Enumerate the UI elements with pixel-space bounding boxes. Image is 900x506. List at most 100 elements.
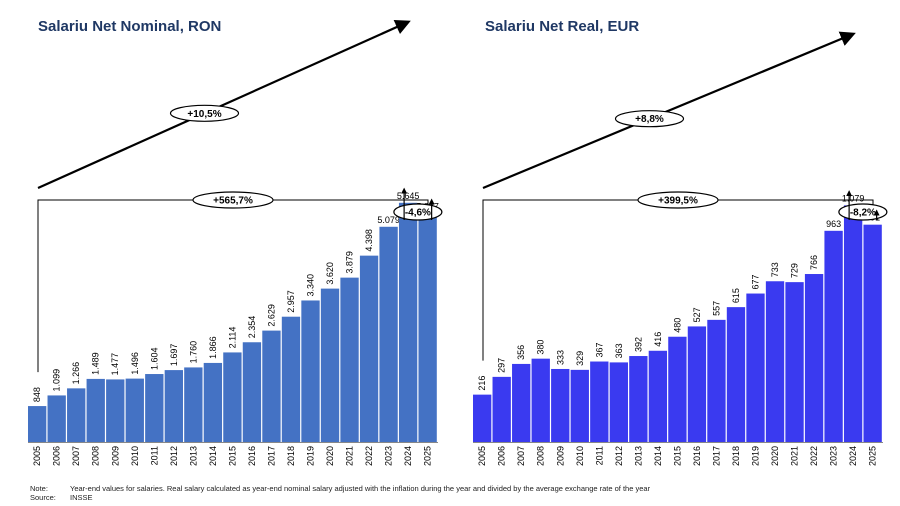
yoy-label: -8,2%: [850, 208, 876, 219]
trend-arrow: [482, 31, 856, 190]
source-label: Source:: [30, 493, 56, 502]
bar: [492, 376, 511, 442]
x-tick-label: 2007: [516, 446, 526, 466]
yoy-badge: [393, 203, 443, 221]
data-label: 677: [750, 275, 760, 290]
trend-label: +8,8%: [635, 114, 664, 125]
chart-title-nominal: Salariu Net Nominal, RON: [38, 18, 222, 35]
bar: [184, 367, 203, 442]
bar: [379, 226, 398, 442]
data-label: 1.266: [71, 362, 81, 385]
yoy-label: -4,6%: [405, 208, 431, 219]
data-label: 297: [497, 358, 507, 373]
bar: [843, 205, 863, 442]
bar: [473, 394, 492, 442]
bar: [531, 358, 550, 442]
x-tick-label: 2006: [497, 446, 507, 466]
total-growth-badge: [192, 191, 274, 209]
note-label: Note:: [30, 484, 48, 493]
x-tick-label: 2012: [614, 446, 624, 466]
bar: [398, 202, 418, 442]
bar: [804, 274, 824, 442]
x-tick-label: 2013: [633, 446, 643, 466]
data-label: 333: [555, 350, 565, 365]
x-tick-label: 2019: [305, 446, 315, 466]
data-label: 480: [672, 318, 682, 333]
bar: [223, 352, 242, 442]
bar: [262, 330, 281, 442]
data-label: 1.079: [842, 193, 865, 203]
bar: [86, 378, 105, 442]
note-line: Note: Year-end values for salaries. Real …: [30, 484, 650, 493]
x-tick-label: 2023: [384, 446, 394, 466]
bar: [629, 356, 648, 442]
data-label: 392: [633, 337, 643, 352]
x-tick-label: 2012: [169, 446, 179, 466]
data-label: 1.477: [110, 353, 120, 376]
x-tick-label: 2008: [536, 446, 546, 466]
data-label: 848: [32, 387, 42, 402]
x-tick-label: 2021: [345, 446, 355, 466]
bar: [203, 362, 223, 442]
x-tick-label: 2024: [403, 446, 413, 466]
data-label: 2.629: [266, 304, 276, 327]
footnotes: Note: Year-end values for salaries. Real …: [30, 484, 650, 502]
x-tick-label: 2016: [692, 446, 702, 466]
bar: [570, 369, 589, 442]
data-label: 3.340: [305, 274, 315, 297]
data-label: 5.079: [377, 215, 400, 225]
bar: [301, 300, 320, 442]
x-tick-label: 2008: [91, 446, 101, 466]
bar: [590, 361, 609, 442]
x-tick-label: 2022: [809, 446, 819, 466]
data-label: 963: [826, 219, 841, 229]
data-label: 1.697: [169, 344, 179, 367]
x-tick-label: 2015: [227, 446, 237, 466]
bar: [67, 388, 86, 442]
data-label: 2.354: [247, 316, 257, 339]
x-tick-label: 2005: [477, 446, 487, 466]
x-tick-label: 2018: [286, 446, 296, 466]
data-label: 527: [692, 307, 702, 322]
charts-canvas: 848 2005 1.099 2006 1.266 2007 1.489 2008 1.477 2…: [28, 20, 888, 466]
total-growth-badge: [637, 191, 719, 209]
bar: [145, 374, 164, 442]
x-tick-label: 2009: [555, 446, 565, 466]
x-tick-label: 2007: [71, 446, 81, 466]
x-tick-label: 2025: [423, 446, 433, 466]
bar: [47, 395, 66, 442]
data-label: 216: [477, 376, 487, 391]
x-tick-label: 2010: [130, 446, 140, 466]
bar: [824, 230, 843, 442]
total-growth-label: +399,5%: [658, 196, 698, 207]
data-label: 4.398: [364, 229, 374, 252]
data-label: 2.114: [227, 327, 237, 349]
bar: [320, 288, 340, 442]
data-label: 557: [711, 301, 721, 316]
data-label: 367: [594, 342, 604, 357]
x-tick-label: 2023: [829, 446, 839, 466]
data-label: 1.496: [130, 352, 140, 375]
data-label: 1.866: [208, 336, 218, 359]
x-tick-label: 2019: [750, 446, 760, 466]
bar: [28, 406, 47, 442]
chart-title-real: Salariu Net Real, EUR: [485, 18, 640, 35]
x-tick-label: 2015: [672, 446, 682, 466]
x-tick-label: 2014: [208, 446, 218, 466]
bar: [125, 378, 144, 442]
bar: [863, 224, 882, 442]
x-tick-label: 2016: [247, 446, 257, 466]
x-tick-label: 2017: [711, 446, 721, 466]
bar: [668, 336, 687, 442]
bar: [281, 316, 301, 442]
bar: [242, 342, 262, 442]
source-line: Source: INSSE: [30, 493, 650, 502]
bar: [707, 319, 726, 442]
bar: [687, 326, 707, 442]
data-label: 356: [516, 345, 526, 360]
x-tick-label: 2005: [32, 446, 42, 466]
bar: [418, 213, 437, 442]
x-tick-label: 2014: [653, 446, 663, 466]
bar: [609, 362, 628, 442]
data-label: 1.099: [52, 369, 62, 392]
